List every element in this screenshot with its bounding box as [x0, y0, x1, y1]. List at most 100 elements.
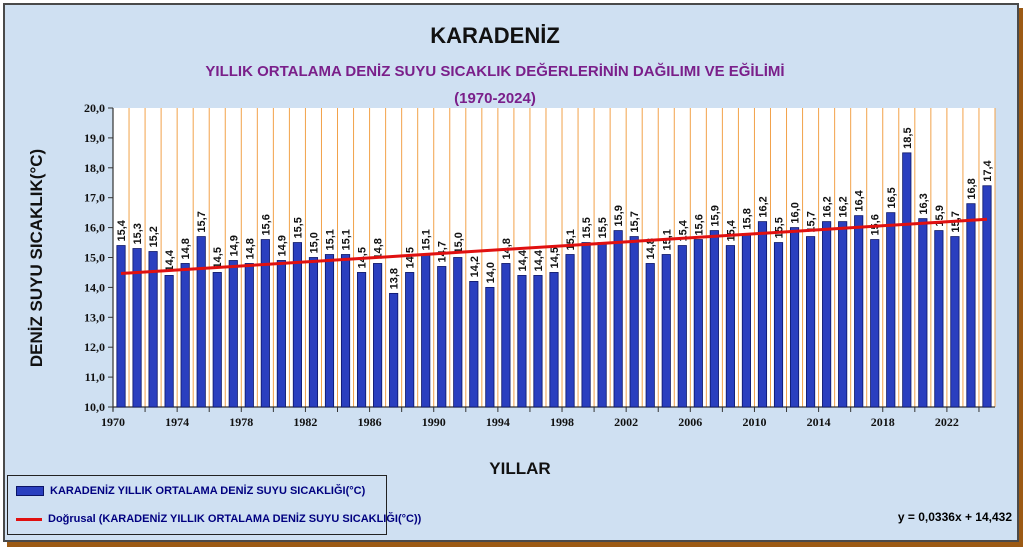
bar: [645, 263, 655, 408]
x-tick-label: 1998: [550, 415, 574, 429]
bar: [822, 221, 832, 408]
bar-data-label: 14,9: [228, 235, 240, 256]
chart-subtitle: YILLIK ORTALAMA DENİZ SUYU SICAKLIK DEĞE…: [205, 62, 784, 80]
legend-label-bars: KARADENİZ YILLIK ORTALAMA DENİZ SUYU SIC…: [50, 485, 366, 497]
x-tick-label: 2014: [807, 415, 831, 429]
y-tick-label: 11,0: [85, 370, 105, 384]
bar-data-label: 15,0: [308, 232, 320, 253]
bar-data-label: 16,2: [838, 196, 850, 217]
bar-data-label: 14,8: [373, 238, 385, 259]
bar: [613, 230, 623, 408]
bar: [196, 236, 206, 408]
bar: [453, 257, 463, 408]
bar-data-label: 15,4: [677, 219, 689, 241]
y-tick-label: 16,0: [84, 221, 105, 235]
bar-data-label: 14,5: [549, 247, 561, 268]
bar: [212, 272, 222, 408]
bar: [276, 260, 286, 408]
bar-data-label: 14,8: [645, 238, 657, 259]
x-tick-label: 1978: [229, 415, 253, 429]
legend: KARADENİZ YILLIK ORTALAMA DENİZ SUYU SIC…: [7, 475, 421, 535]
bar: [308, 257, 319, 408]
bar: [629, 236, 639, 408]
plot-area: 10,0 11,0 12,0 13,0 14,0 15,0 16,0 17,0 18,0 19,0…: [84, 101, 996, 429]
bar: [677, 245, 687, 408]
y-tick-label: 18,0: [84, 161, 105, 175]
bar: [373, 263, 383, 408]
bar-data-label: 15,7: [196, 211, 208, 232]
x-tick-label: 1994: [486, 415, 510, 429]
bar-data-label: 15,1: [324, 229, 336, 250]
x-tick-label: 1982: [293, 415, 317, 429]
bar: [469, 281, 479, 408]
bar-data-label: 15,8: [741, 208, 753, 229]
y-tick-label: 19,0: [84, 131, 105, 145]
bar-data-label: 14,5: [405, 247, 417, 268]
bar: [421, 254, 431, 408]
bar-data-label: 15,9: [709, 205, 721, 226]
bar-data-label: 15,6: [260, 214, 272, 235]
bar: [501, 263, 511, 408]
bar: [902, 152, 912, 408]
bar: [838, 221, 848, 408]
bar-data-label: 14,9: [276, 235, 288, 256]
bar-data-label: 17,4: [982, 159, 994, 181]
bar-data-label: 14,4: [517, 249, 529, 271]
bar: [918, 218, 928, 408]
bar-data-label: 15,1: [341, 229, 353, 250]
bar-data-label: 18,5: [902, 127, 914, 148]
bar: [517, 275, 527, 408]
x-tick-label: 2002: [614, 415, 638, 429]
bar: [581, 242, 591, 408]
bar-data-label: 15,5: [774, 217, 786, 238]
bar: [597, 242, 607, 408]
bar-data-label: 16,3: [918, 193, 930, 214]
bar-data-label: 15,1: [565, 229, 577, 250]
legend-swatch-trend: [16, 517, 42, 521]
x-tick-label: 2022: [935, 415, 959, 429]
bar: [292, 242, 302, 408]
bar: [148, 251, 158, 408]
bar-data-label: 15,4: [725, 219, 737, 241]
bar-data-label: 16,2: [757, 196, 769, 217]
bar: [661, 254, 671, 408]
bar-data-label: 14,8: [180, 238, 192, 259]
bar: [934, 230, 944, 408]
bar: [533, 275, 543, 408]
chart-period: (1970-2024): [454, 90, 536, 107]
bar-data-label: 15,4: [116, 219, 128, 241]
bar-data-label: 14,8: [244, 238, 256, 259]
y-tick-label: 20,0: [84, 101, 105, 115]
bar-data-label: 16,0: [790, 202, 802, 223]
x-tick-label: 1970: [101, 415, 125, 429]
bar-data-label: 15,9: [613, 205, 625, 226]
bar-data-label: 14,4: [164, 249, 176, 271]
bar: [709, 230, 719, 408]
bar: [549, 272, 559, 408]
bar-data-label: 15,0: [453, 232, 465, 253]
bar-data-label: 15,7: [806, 211, 818, 232]
bar: [789, 227, 800, 408]
bar: [116, 245, 126, 408]
bar: [340, 254, 351, 408]
bar: [982, 185, 992, 408]
legend-label-trend: Doğrusal (KARADENİZ YILLIK ORTALAMA DENİ…: [48, 513, 422, 525]
x-tick-label: 1986: [358, 415, 382, 429]
bar: [356, 272, 367, 408]
bar: [164, 275, 174, 408]
bar-data-label: 15,7: [629, 211, 641, 232]
bar: [854, 215, 864, 408]
bar: [966, 203, 976, 408]
y-tick-label: 15,0: [84, 251, 105, 265]
bar-data-label: 14,0: [485, 262, 497, 283]
bar-data-label: 13,8: [389, 268, 401, 289]
bar-data-label: 15,5: [581, 217, 593, 238]
bar: [324, 254, 335, 408]
bar-data-label: 16,4: [854, 189, 866, 211]
bar: [260, 239, 270, 408]
x-tick-label: 2010: [742, 415, 766, 429]
bar: [132, 248, 142, 408]
x-axis-label: YILLAR: [489, 459, 550, 478]
trend-equation: y = 0,0336x + 14,432: [897, 510, 1012, 524]
